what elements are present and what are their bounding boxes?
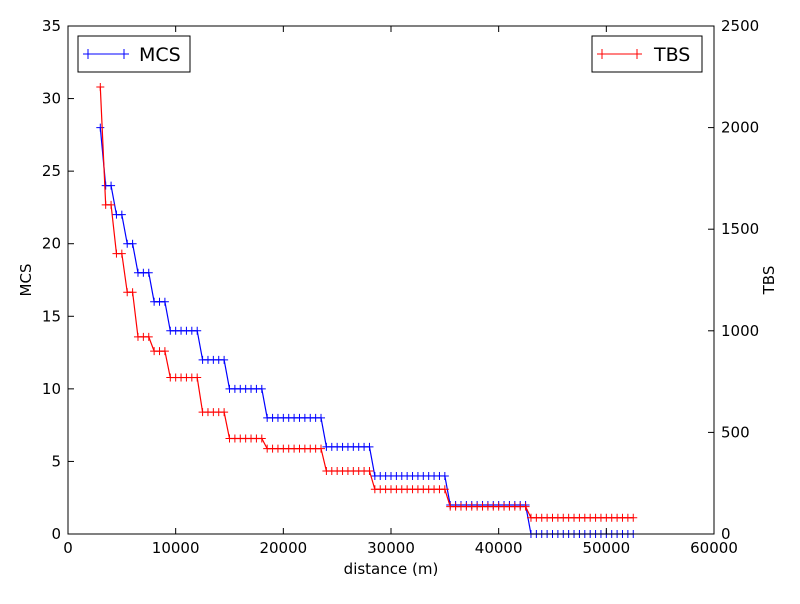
mcs-data-point	[128, 239, 137, 248]
mcs-data-point	[160, 297, 169, 306]
legend-tbs-label: TBS	[653, 44, 690, 66]
mcs-data-point	[144, 268, 153, 277]
plot-frame	[67, 25, 715, 535]
x-tick-label: 10000	[152, 539, 200, 557]
y-right-tick-label: 1500	[721, 220, 759, 238]
y-left-tick-label: 25	[42, 162, 61, 180]
y-right-tick-label: 500	[721, 423, 750, 441]
x-tick-label: 0	[63, 539, 73, 557]
tbs-data-point	[629, 513, 638, 522]
y-left-tick-label: 10	[42, 380, 61, 398]
x-axis-label: distance (m)	[344, 560, 439, 578]
tbs-data-point	[128, 288, 137, 297]
tbs-data-point	[220, 408, 229, 417]
tbs-data-point	[193, 373, 202, 382]
y-axis-left-label: MCS	[17, 264, 35, 297]
y-right-tick-label: 2000	[721, 119, 759, 137]
legend-mcs-label: MCS	[139, 44, 181, 66]
tbs-data-point	[107, 200, 116, 209]
mcs-data-point	[96, 123, 105, 132]
tbs-data-point	[365, 467, 374, 476]
mcs-data-point	[365, 442, 374, 451]
mcs-data-point	[117, 210, 126, 219]
tbs-data-point	[521, 502, 530, 511]
y-right-tick-label: 2500	[721, 17, 759, 35]
y-right-tick-label: 0	[721, 525, 731, 543]
legend-mcs: MCS	[77, 35, 191, 73]
tbs-data-point	[257, 434, 266, 443]
y-left-tick-label: 15	[42, 307, 61, 325]
x-tick-label: 30000	[367, 539, 415, 557]
legend-tbs: TBS	[591, 35, 703, 73]
y-left-tick-label: 5	[51, 452, 61, 470]
x-tick-label: 20000	[259, 539, 307, 557]
y-right-tick-label: 1000	[721, 322, 759, 340]
series-layer	[96, 82, 638, 538]
legend-mcs-marker-icon	[83, 49, 129, 59]
tbs-data-point	[96, 82, 105, 91]
mcs-data-point	[257, 384, 266, 393]
y-left-tick-label: 30	[42, 90, 61, 108]
y-left-tick-label: 0	[51, 525, 61, 543]
x-tick-label: 40000	[475, 539, 523, 557]
legend-tbs-marker-icon	[597, 49, 642, 59]
tbs-series-line	[99, 86, 634, 519]
ticks-layer: 0 10000 20000 30000 40000 50000 60000051015202…	[42, 17, 759, 557]
tbs-data-point	[160, 347, 169, 356]
x-tick-label: 60000	[690, 539, 738, 557]
mcs-data-point	[317, 413, 326, 422]
mcs-data-point	[440, 471, 449, 480]
mcs-data-point	[193, 326, 202, 335]
tbs-data-point	[117, 249, 126, 258]
mcs-data-point	[220, 355, 229, 364]
tbs-data-point	[144, 332, 153, 341]
y-left-tick-label: 20	[42, 235, 61, 253]
tbs-data-point	[440, 485, 449, 494]
y-left-tick-label: 35	[42, 17, 61, 35]
tbs-data-point	[317, 444, 326, 453]
mcs-data-point	[107, 181, 116, 190]
y-axis-right-label: TBS	[760, 266, 778, 296]
x-tick-label: 50000	[582, 539, 630, 557]
